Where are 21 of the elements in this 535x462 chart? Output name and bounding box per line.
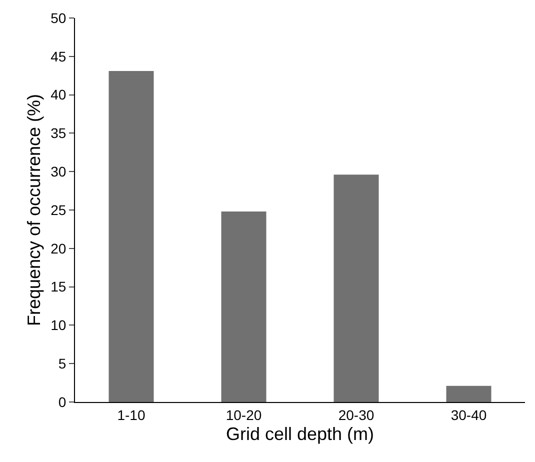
y-tick-label: 10 xyxy=(50,317,66,334)
y-tick-label: 30 xyxy=(50,164,66,180)
y-tick-label: 15 xyxy=(50,278,66,295)
y-axis-title: Frequency of occurrence (%) xyxy=(24,94,44,326)
y-tick-label: 0 xyxy=(58,394,66,410)
x-tick-label: 1-10 xyxy=(117,406,146,423)
y-tick-label: 40 xyxy=(50,86,66,103)
y-tick-label: 25 xyxy=(50,202,66,218)
x-axis-title: Grid cell depth (m) xyxy=(226,424,374,444)
y-tick-label: 20 xyxy=(50,240,66,256)
bar xyxy=(446,386,492,402)
x-tick-label: 30-40 xyxy=(450,406,487,423)
bar xyxy=(334,174,379,402)
x-tick-label: 10-20 xyxy=(226,406,262,423)
y-tick-label: 45 xyxy=(50,48,66,64)
y-tick-label: 50 xyxy=(50,10,66,26)
bar xyxy=(108,70,154,402)
y-tick-label: 35 xyxy=(50,125,66,142)
bar xyxy=(221,212,266,402)
x-tick-label: 20-30 xyxy=(338,406,374,423)
y-tick-label: 5 xyxy=(58,356,66,372)
